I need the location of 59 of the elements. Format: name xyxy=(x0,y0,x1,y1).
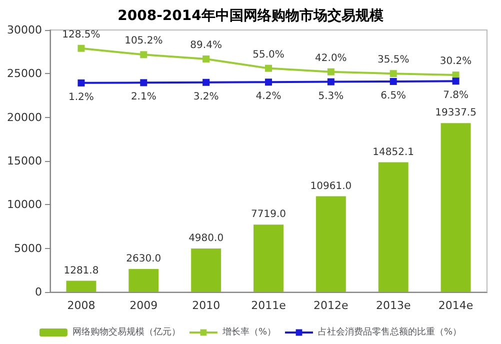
x-tick-label: 2014e xyxy=(438,299,474,312)
x-tick-label: 2011e xyxy=(251,299,286,312)
data-label: 10961.0 xyxy=(310,180,352,192)
data-label: 42.0% xyxy=(315,52,347,64)
y-tick-label: 15000 xyxy=(7,154,42,168)
chart-title: 2008-2014年中国网络购物市场交易规模 xyxy=(118,7,384,24)
point xyxy=(452,78,460,85)
data-label: 7.8% xyxy=(443,90,468,102)
bar xyxy=(316,196,346,292)
point xyxy=(265,64,272,72)
data-label: 6.5% xyxy=(380,90,406,102)
data-label: 1.2% xyxy=(68,92,94,103)
y-tick-label: 25000 xyxy=(7,67,42,80)
y-tick-label: 5000 xyxy=(14,242,42,255)
point xyxy=(202,78,210,86)
y-tick-label: 20000 xyxy=(7,110,42,124)
bar xyxy=(378,162,408,292)
point xyxy=(265,78,272,86)
point xyxy=(390,70,397,78)
point xyxy=(78,44,85,52)
y-tick-label: 0 xyxy=(35,286,42,298)
data-label: 2630.0 xyxy=(126,254,162,265)
data-label: 55.0% xyxy=(252,49,284,60)
data-label: 1281.8 xyxy=(64,265,99,276)
data-label: 5.3% xyxy=(318,90,344,102)
data-label: 19337.5 xyxy=(435,108,476,119)
data-label: 7719.0 xyxy=(251,209,286,220)
data-label: 89.4% xyxy=(190,40,222,51)
y-tick-label: 10000 xyxy=(7,198,42,212)
x-tick-label: 2008 xyxy=(67,299,96,312)
bar xyxy=(254,224,284,292)
point xyxy=(140,51,148,58)
data-label: 30.2% xyxy=(440,56,472,68)
legend-label: 增长率（%） xyxy=(221,326,276,338)
data-label: 4980.0 xyxy=(188,233,224,244)
data-label: 2.1% xyxy=(130,92,156,103)
point xyxy=(202,55,210,62)
point xyxy=(140,79,148,86)
bar xyxy=(66,280,96,292)
point xyxy=(78,79,85,86)
data-label: 3.2% xyxy=(193,91,219,102)
data-label: 105.2% xyxy=(124,36,163,47)
point xyxy=(327,78,334,86)
x-tick-label: 2013e xyxy=(376,299,411,312)
bar xyxy=(191,248,222,292)
legend-label: 占社会消费品零售总额的比重（%） xyxy=(318,326,462,338)
x-tick-label: 2012e xyxy=(314,299,349,312)
bar xyxy=(440,123,471,292)
x-tick-label: 2009 xyxy=(130,299,158,312)
point xyxy=(327,68,334,76)
data-label: 128.5% xyxy=(62,29,100,40)
legend-label: 网络购物交易规模（亿元） xyxy=(72,326,180,338)
data-label: 14852.1 xyxy=(372,146,414,158)
bar xyxy=(128,269,159,292)
data-label: 4.2% xyxy=(256,91,282,102)
x-tick-label: 2010 xyxy=(192,299,220,312)
point xyxy=(390,78,397,85)
y-tick-label: 30000 xyxy=(7,24,42,36)
data-label: 35.5% xyxy=(377,54,410,66)
